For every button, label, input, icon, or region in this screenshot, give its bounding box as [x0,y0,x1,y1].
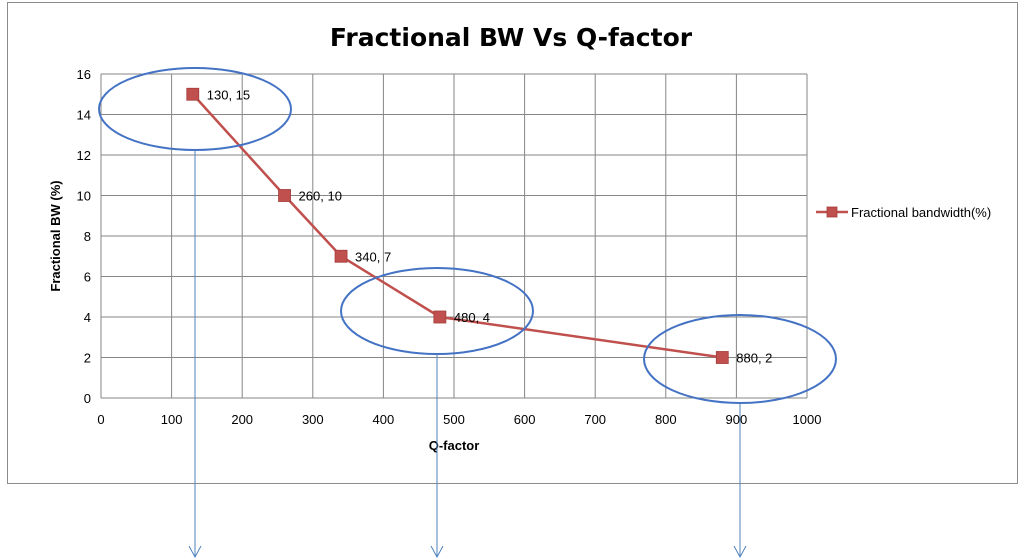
data-point-marker [186,87,200,101]
x-tick-label: 200 [231,412,253,427]
y-tick-label: 0 [84,391,91,406]
y-tick-label: 16 [77,67,91,82]
data-label: 260, 10 [299,189,342,204]
data-label: 130, 15 [207,87,250,102]
y-tick-label: 2 [84,351,91,366]
y-tick-label: 8 [84,229,91,244]
y-tick-labels: 0 2 4 6 8 10 12 14 16 [77,67,91,406]
arrow-head [733,545,747,558]
legend-label: Fractional bandwidth(%) [851,205,991,220]
x-axis-title: Q-factor [429,438,480,453]
arrow-head [430,545,444,558]
x-tick-label: 700 [584,412,606,427]
chart-area [7,2,1018,484]
data-point-marker [278,189,291,202]
x-tick-label: 400 [373,412,395,427]
chart-title: Fractional BW Vs Q-factor [330,23,693,52]
annotation-layer [98,67,837,558]
data-label: 340, 7 [355,249,391,264]
x-tick-label: 300 [302,412,324,427]
x-tick-label: 100 [161,412,183,427]
y-tick-label: 4 [84,310,91,325]
y-tick-label: 6 [84,270,91,285]
arrow-head [188,545,202,558]
legend: Fractional bandwidth(%) [816,205,991,220]
x-tick-labels: 0 100 200 300 400 500 600 700 800 900 1000 [97,412,821,427]
series-layer: 130, 15 260, 10 340, 7 480, 4 880, 2 [186,87,772,366]
x-tick-label: 900 [726,412,748,427]
y-axis-title: Fractional BW (%) [48,180,63,291]
legend-marker [826,206,838,218]
y-tick-label: 12 [77,148,91,163]
data-label: 480, 4 [454,310,490,325]
y-tick-label: 10 [77,189,91,204]
x-tick-label: 1000 [793,412,822,427]
data-point-marker [334,249,348,263]
grid [100,73,808,399]
data-point-marker [715,351,729,364]
x-tick-label: 0 [97,412,104,427]
data-label: 880, 2 [736,351,772,366]
x-tick-label: 500 [443,412,465,427]
y-tick-label: 14 [77,108,91,123]
data-point-marker [433,310,447,324]
highlight-ellipse [98,67,292,151]
x-tick-label: 800 [655,412,677,427]
x-tick-label: 600 [514,412,536,427]
